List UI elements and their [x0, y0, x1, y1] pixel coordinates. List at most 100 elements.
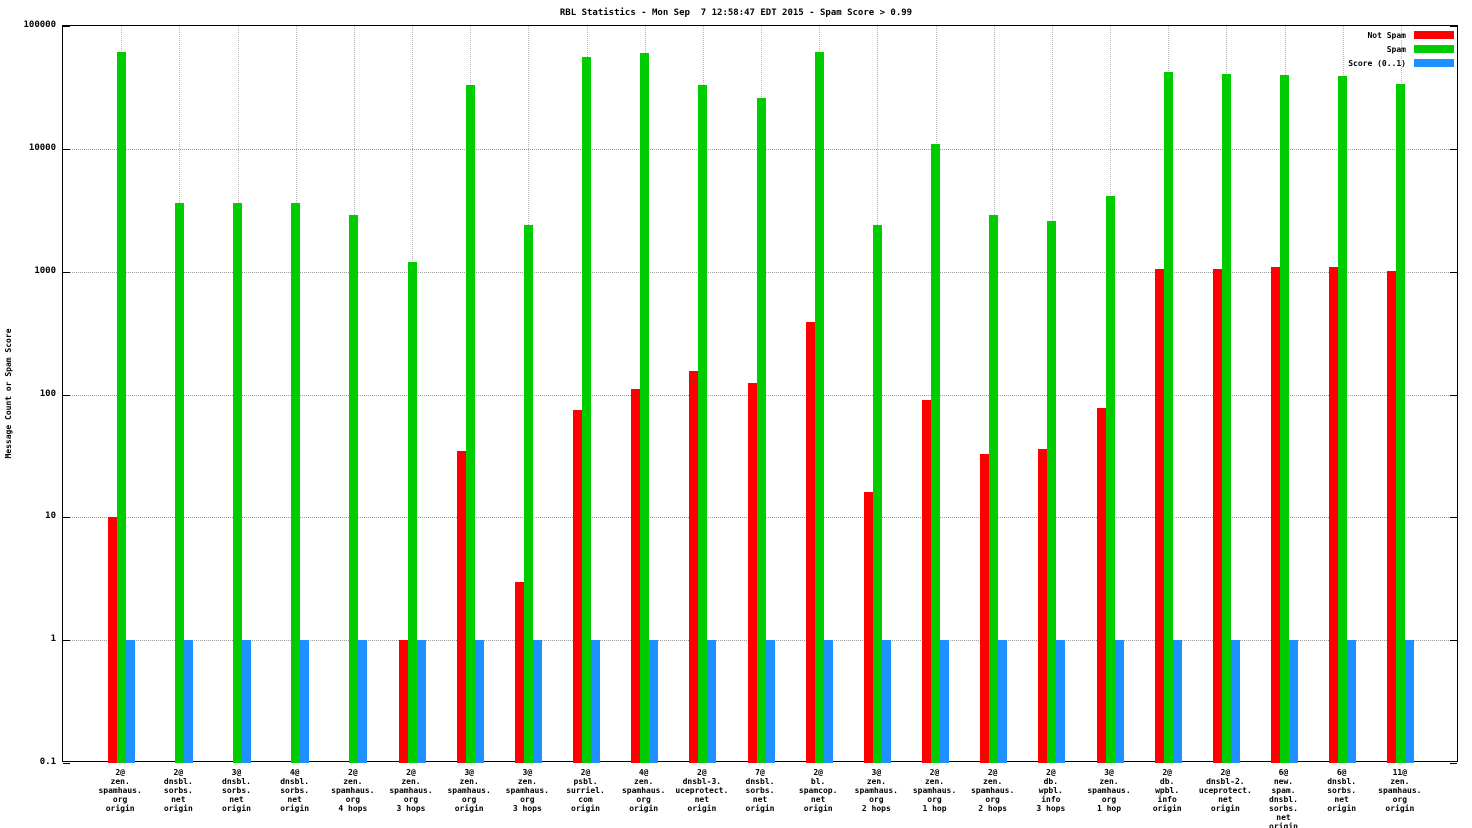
- x-tick-label: 3@ zen. spamhaus. org 1 hop: [1075, 768, 1143, 813]
- bar-spam: [407, 261, 417, 763]
- bar-score-0-1: [242, 640, 251, 763]
- x-tick-label-line: 2@: [348, 768, 358, 777]
- x-tick-label-line: dnsbl-3.: [682, 777, 722, 786]
- x-tick-label-line: uceprotect.: [675, 786, 729, 795]
- x-tick-label-line: psbl.: [573, 777, 598, 786]
- x-tick-label-line: org: [1392, 795, 1408, 804]
- bar-not-spam: [631, 389, 641, 763]
- legend-item: Not Spam: [1367, 30, 1454, 40]
- x-tick-label-line: origin: [1210, 804, 1240, 813]
- bar-spam: [174, 203, 184, 763]
- x-tick-label: 4@ dnsbl. sorbs. net origin: [261, 768, 329, 813]
- bar-not-spam: [514, 581, 524, 763]
- x-tick-label-line: net: [1276, 813, 1291, 822]
- x-tick-label-line: 2@: [929, 768, 940, 777]
- x-tick-label-line: 6@: [1278, 768, 1289, 777]
- bar-score-0-1: [765, 640, 775, 763]
- bar-not-spam: [747, 382, 757, 763]
- x-tick-label-line: 2@: [173, 768, 184, 777]
- bar-score-0-1: [591, 640, 600, 763]
- y-tick-mark: [63, 148, 70, 150]
- x-tick-label-line: spamhaus.: [331, 786, 375, 795]
- y-tick-label: 10000: [28, 142, 56, 153]
- x-tick-label-line: sorbs.: [745, 786, 775, 795]
- x-tick-label-line: origin: [1152, 804, 1182, 813]
- x-tick-label-line: wpbl.: [1155, 786, 1180, 795]
- bar-spam: [233, 203, 242, 763]
- bar-spam: [640, 53, 650, 763]
- x-tick-label: 6@ dnsbl. sorbs. net origin: [1308, 768, 1376, 813]
- bar-score-0-1: [532, 640, 542, 763]
- bar-score-0-1: [474, 640, 484, 763]
- y-tick-mark: [63, 26, 70, 27]
- bar-spam: [582, 56, 591, 763]
- bar-spam: [872, 224, 882, 763]
- x-tick-label-line: sorbs.: [280, 786, 310, 795]
- x-tick-label-line: org: [112, 795, 128, 804]
- y-tick-mark: [1450, 26, 1457, 27]
- bar-not-spam: [805, 321, 815, 763]
- x-tick-label: 2@ zen. spamhaus. org 1 hop: [901, 768, 969, 813]
- x-tick-label-line: 3@: [464, 768, 474, 777]
- x-tick-label-line: zen.: [924, 777, 945, 786]
- y-tick-label: 10: [45, 511, 56, 522]
- x-tick-label-line: net: [752, 795, 768, 804]
- x-tick-label-line: sorbs.: [222, 786, 251, 795]
- x-tick-label: 3@ zen. spamhaus. org origin: [435, 768, 503, 813]
- bar-not-spam: [1271, 266, 1280, 763]
- x-tick-label-line: spamhaus.: [1087, 786, 1131, 795]
- bar-not-spam: [863, 492, 873, 763]
- x-tick-label-line: dnsbl.: [745, 777, 775, 786]
- x-tick-label: 2@ zen. spamhaus. org 3 hops: [377, 768, 445, 813]
- bar-score-0-1: [649, 640, 659, 763]
- x-tick-label-line: zen.: [1099, 777, 1119, 786]
- chart-title: RBL Statistics - Mon Sep 7 12:58:47 EDT …: [559, 8, 913, 18]
- x-tick-label: 2@ zen. spamhaus. org 2 hops: [959, 768, 1027, 813]
- x-tick-label-line: origin: [745, 804, 775, 813]
- bar-score-0-1: [823, 640, 833, 763]
- x-tick-label-line: 3@: [1104, 768, 1114, 777]
- bar-spam: [931, 143, 940, 763]
- x-tick-label-line: dnsbl.: [1327, 777, 1357, 786]
- bar-score-0-1: [1056, 640, 1066, 763]
- bar-not-spam: [1387, 270, 1397, 763]
- bar-spam: [1105, 196, 1115, 763]
- bar-score-0-1: [416, 640, 426, 763]
- x-tick-label-line: 3@: [871, 768, 882, 777]
- y-tick-label: 0.1: [39, 757, 56, 767]
- y-tick-mark: [63, 763, 70, 764]
- x-tick-label-line: origin: [803, 804, 833, 813]
- bar-score-0-1: [1230, 640, 1240, 763]
- x-tick-label-line: dnsbl.: [222, 777, 251, 786]
- bar-not-spam: [689, 371, 699, 763]
- bar-not-spam: [398, 640, 408, 763]
- x-tick-label-line: zen.: [401, 777, 421, 786]
- x-tick-label: 2@ zen. spamhaus. org origin: [86, 768, 154, 813]
- x-tick-label-line: sorbs.: [163, 786, 193, 795]
- x-tick-label-line: 1 hop: [1096, 804, 1122, 813]
- x-tick-label: 2@ dnsbl. sorbs. net origin: [144, 768, 212, 813]
- x-tick-label-line: 2@: [697, 768, 707, 777]
- bar-score-0-1: [300, 640, 310, 763]
- y-tick-label: 1000: [34, 265, 56, 276]
- bar-spam: [1221, 73, 1231, 763]
- x-tick-label-line: 2 hops: [861, 804, 891, 813]
- x-tick-label-line: spamhaus.: [1378, 786, 1422, 795]
- bar-score-0-1: [1347, 640, 1357, 763]
- x-tick-label-line: origin: [222, 804, 251, 813]
- x-tick-label-line: zen.: [517, 777, 537, 786]
- x-tick-label: 2@ db. wpbl. info origin: [1133, 768, 1201, 813]
- bar-spam: [698, 85, 708, 763]
- y-tick-mark: [63, 271, 70, 273]
- x-tick-label-line: spam.: [1271, 786, 1296, 795]
- x-tick-label-line: origin: [629, 804, 659, 813]
- x-tick-label-line: net: [229, 795, 244, 804]
- x-tick-label-line: 7@: [755, 768, 765, 777]
- x-tick-label: 3@ zen. spamhaus. org 3 hops: [493, 768, 561, 813]
- x-tick-label-line: 2@: [1046, 768, 1056, 777]
- bar-score-0-1: [1114, 640, 1124, 763]
- x-tick-label-line: net: [1334, 795, 1349, 804]
- x-tick-label-line: sorbs.: [1327, 786, 1357, 795]
- x-tick-label: 2@ bl. spamcop. net origin: [784, 768, 852, 813]
- x-tick-label-line: org: [636, 795, 651, 804]
